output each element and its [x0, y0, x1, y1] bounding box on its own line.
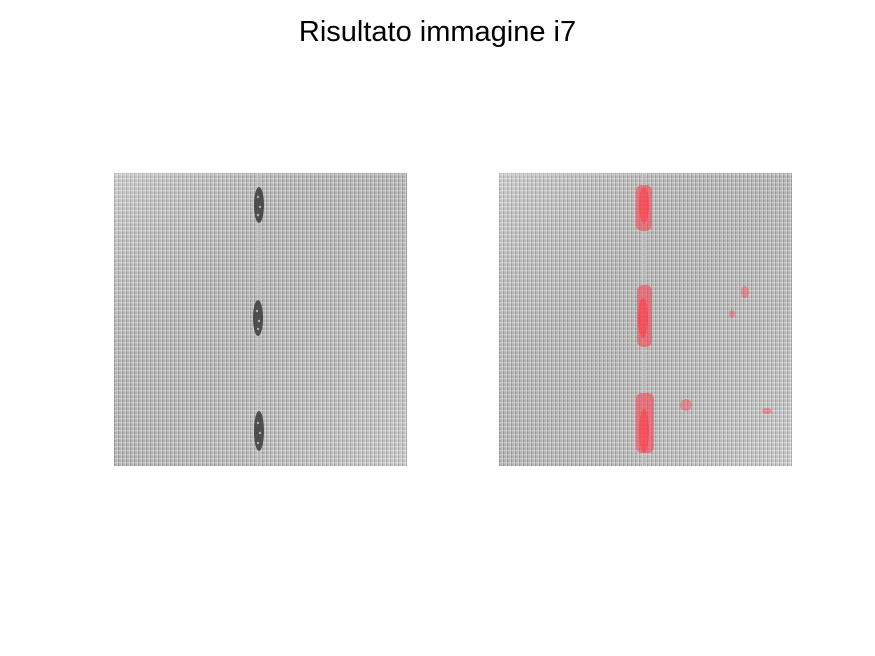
- overlay-fabric-image: [499, 173, 792, 466]
- figure-title: Risultato immagine i7: [298, 16, 577, 48]
- highlighted-defects: [636, 185, 772, 453]
- overlay-image-panel: [499, 173, 792, 466]
- original-image-panel: [114, 173, 407, 466]
- defect-streaks: [253, 187, 264, 451]
- original-fabric-image: [114, 173, 407, 466]
